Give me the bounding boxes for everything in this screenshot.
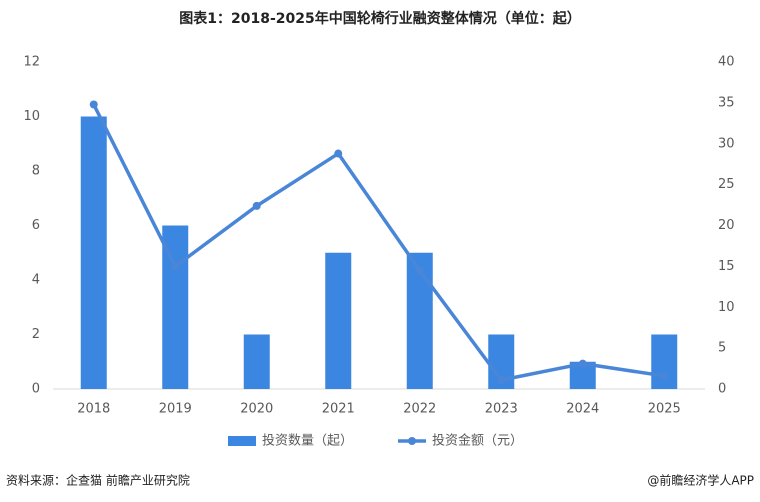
bar	[80, 116, 107, 389]
x-tick-label: 2019	[159, 402, 192, 417]
bar	[406, 252, 433, 389]
line-point	[89, 100, 98, 109]
y2-tick-label: 30	[718, 136, 735, 151]
x-tick-label: 2018	[77, 402, 110, 417]
bar	[243, 334, 270, 389]
y2-tick-label: 25	[718, 177, 735, 192]
y2-tick-label: 35	[718, 95, 735, 110]
line-point	[578, 359, 587, 368]
line-point	[252, 201, 261, 210]
y2-tick-label: 5	[718, 341, 726, 356]
y2-tick-label: 15	[718, 259, 735, 274]
line-point	[660, 371, 669, 380]
line-point	[497, 376, 506, 385]
line-point	[171, 262, 180, 271]
y2-tick-label: 20	[718, 218, 735, 233]
line-point	[415, 266, 424, 275]
y-tick-label: 12	[23, 55, 40, 70]
y-tick-label: 2	[32, 327, 40, 342]
legend-swatch	[408, 437, 416, 445]
y-tick-label: 0	[32, 382, 40, 397]
legend-swatch	[228, 436, 256, 446]
legend-label: 投资数量（起）	[262, 433, 353, 449]
x-tick-label: 2024	[566, 402, 599, 417]
credit: @前瞻经济学人APP	[647, 473, 754, 488]
x-tick-label: 2021	[322, 402, 355, 417]
bar	[325, 252, 352, 389]
y2-tick-label: 40	[718, 55, 735, 70]
bar	[651, 334, 678, 389]
x-tick-label: 2020	[240, 402, 273, 417]
y-tick-label: 4	[32, 273, 40, 288]
source: 资料来源：企查猫 前瞻产业研究院	[6, 473, 190, 488]
x-tick-label: 2025	[648, 402, 681, 417]
y2-tick-label: 0	[718, 382, 726, 397]
y2-tick-label: 10	[718, 300, 735, 315]
y-tick-label: 6	[32, 218, 40, 233]
line-point	[334, 149, 343, 158]
y-tick-label: 8	[32, 164, 40, 179]
x-tick-label: 2022	[403, 402, 436, 417]
line	[92, 103, 665, 382]
legend-label: 投资金额（元）	[432, 433, 523, 449]
chart-title: 图表1：2018-2025年中国轮椅行业融资整体情况（单位：起）	[179, 10, 580, 27]
y-tick-label: 10	[23, 109, 40, 124]
x-tick-label: 2023	[485, 402, 518, 417]
